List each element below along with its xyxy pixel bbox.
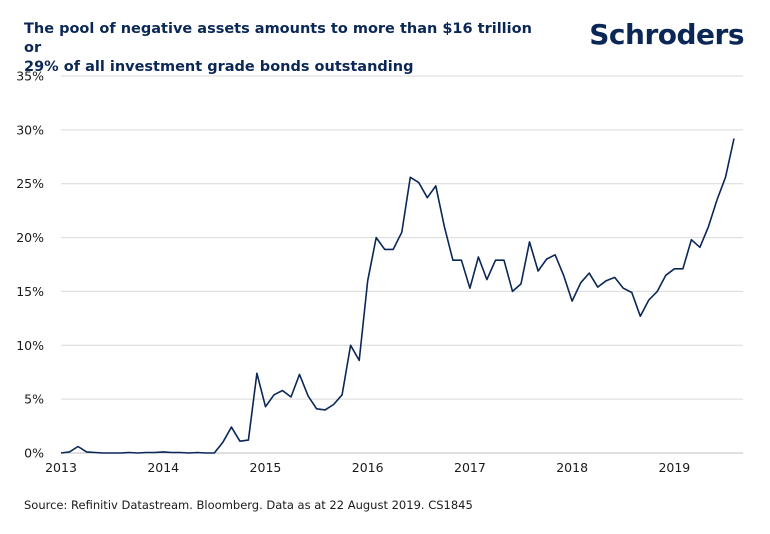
x-tick-label: 2016 (352, 460, 384, 475)
y-tick-label: 5% (24, 392, 44, 407)
gridlines (61, 75, 743, 454)
y-tick-label: 25% (16, 176, 44, 191)
x-tick-label: 2013 (45, 460, 77, 475)
y-tick-label: 20% (16, 230, 44, 245)
y-axis-ticks: 0% 5% 10% 15% 20% 25% 30% 35% (16, 69, 44, 461)
x-tick-label: 2017 (454, 460, 486, 475)
y-tick-label: 10% (16, 338, 44, 353)
x-tick-label: 2015 (250, 460, 282, 475)
chart-title-line-1: The pool of negative assets amounts to m… (24, 21, 532, 56)
source-note: Source: Refinitiv Datastream. Bloomberg.… (24, 498, 473, 512)
chart-title-line-2: 29% of all investment grade bonds outsta… (24, 59, 414, 75)
y-tick-label: 0% (24, 446, 44, 461)
x-tick-label: 2019 (658, 460, 690, 475)
x-axis-ticks: 2013 2014 2015 2016 2017 2018 2019 (45, 460, 690, 475)
chart-title: The pool of negative assets amounts to m… (24, 20, 544, 77)
x-tick-label: 2018 (556, 460, 588, 475)
x-tick-label: 2014 (147, 460, 179, 475)
y-tick-label: 30% (16, 122, 44, 137)
schroders-logo: Schroders (589, 18, 744, 51)
series-line (60, 138, 735, 454)
y-tick-label: 35% (16, 69, 44, 84)
y-tick-label: 15% (16, 284, 44, 299)
